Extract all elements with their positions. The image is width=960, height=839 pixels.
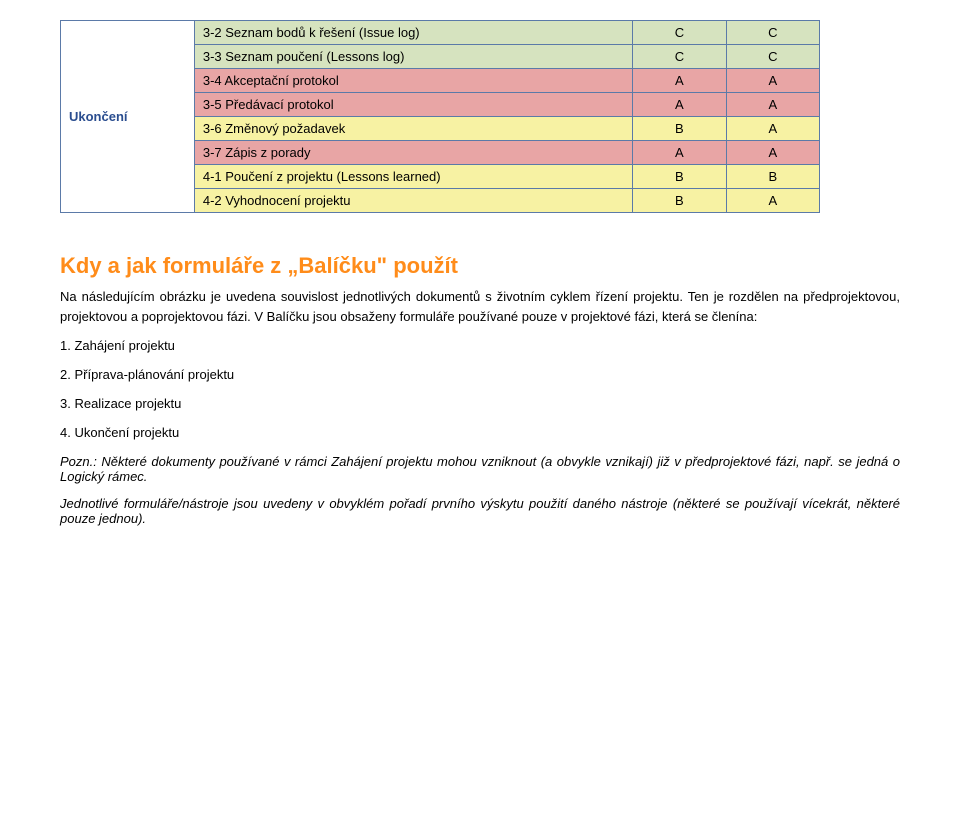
- row-v2: A: [726, 93, 819, 117]
- row-label: 3-7 Zápis z porady: [194, 141, 632, 165]
- row-v2: C: [726, 45, 819, 69]
- closing-paragraph: Jednotlivé formuláře/nástroje jsou uvede…: [60, 496, 900, 526]
- list-item: 2. Příprava-plánování projektu: [60, 367, 900, 382]
- group-cell: Ukončení: [61, 21, 195, 213]
- row-v2: A: [726, 69, 819, 93]
- table-row: Ukončení 3-2 Seznam bodů k řešení (Issue…: [61, 21, 820, 45]
- row-v2: A: [726, 117, 819, 141]
- row-label: 3-3 Seznam poučení (Lessons log): [194, 45, 632, 69]
- row-v1: C: [633, 21, 726, 45]
- row-v1: A: [633, 69, 726, 93]
- row-v1: B: [633, 165, 726, 189]
- row-v1: B: [633, 189, 726, 213]
- row-label: 4-1 Poučení z projektu (Lessons learned): [194, 165, 632, 189]
- list-item: 3. Realizace projektu: [60, 396, 900, 411]
- row-v1: A: [633, 141, 726, 165]
- list-item: 4. Ukončení projektu: [60, 425, 900, 440]
- intro-paragraph: Na následujícím obrázku je uvedena souvi…: [60, 287, 900, 326]
- row-label: 3-4 Akceptační protokol: [194, 69, 632, 93]
- row-v1: C: [633, 45, 726, 69]
- row-v2: A: [726, 189, 819, 213]
- row-v1: B: [633, 117, 726, 141]
- list-item: 1. Zahájení projektu: [60, 338, 900, 353]
- row-label: 3-2 Seznam bodů k řešení (Issue log): [194, 21, 632, 45]
- row-v2: C: [726, 21, 819, 45]
- row-label: 3-5 Předávací protokol: [194, 93, 632, 117]
- row-label: 4-2 Vyhodnocení projektu: [194, 189, 632, 213]
- row-v2: A: [726, 141, 819, 165]
- note-paragraph: Pozn.: Některé dokumenty používané v rám…: [60, 454, 900, 484]
- row-v2: B: [726, 165, 819, 189]
- section-heading: Kdy a jak formuláře z „Balíčku" použít: [60, 253, 930, 279]
- row-v1: A: [633, 93, 726, 117]
- formulars-table: Ukončení 3-2 Seznam bodů k řešení (Issue…: [60, 20, 820, 213]
- row-label: 3-6 Změnový požadavek: [194, 117, 632, 141]
